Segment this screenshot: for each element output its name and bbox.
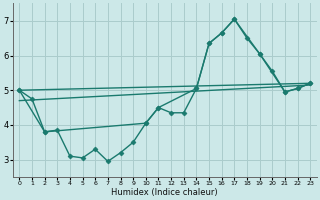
X-axis label: Humidex (Indice chaleur): Humidex (Indice chaleur): [111, 188, 218, 197]
